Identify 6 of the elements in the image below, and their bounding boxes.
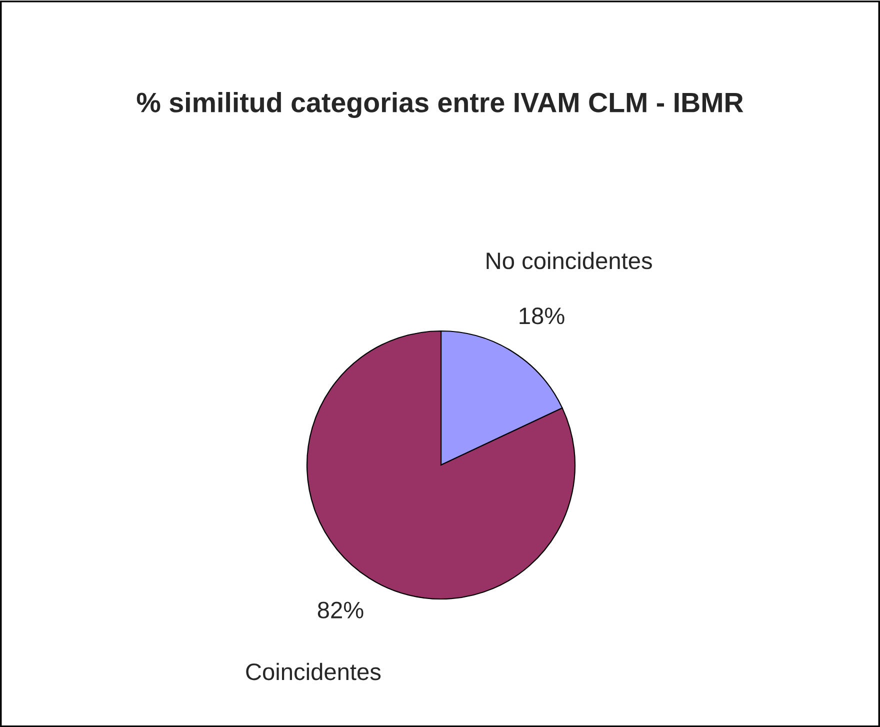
slice-label: No coincidentes [486,252,652,270]
slice-label: Coincidentes [246,662,381,680]
pie-slice [306,330,576,600]
data-label: 82% [318,602,364,618]
data-label: 18% [520,308,564,324]
chart-title: % similitud categorias entre IVAM CLM - IBMR [136,92,744,118]
